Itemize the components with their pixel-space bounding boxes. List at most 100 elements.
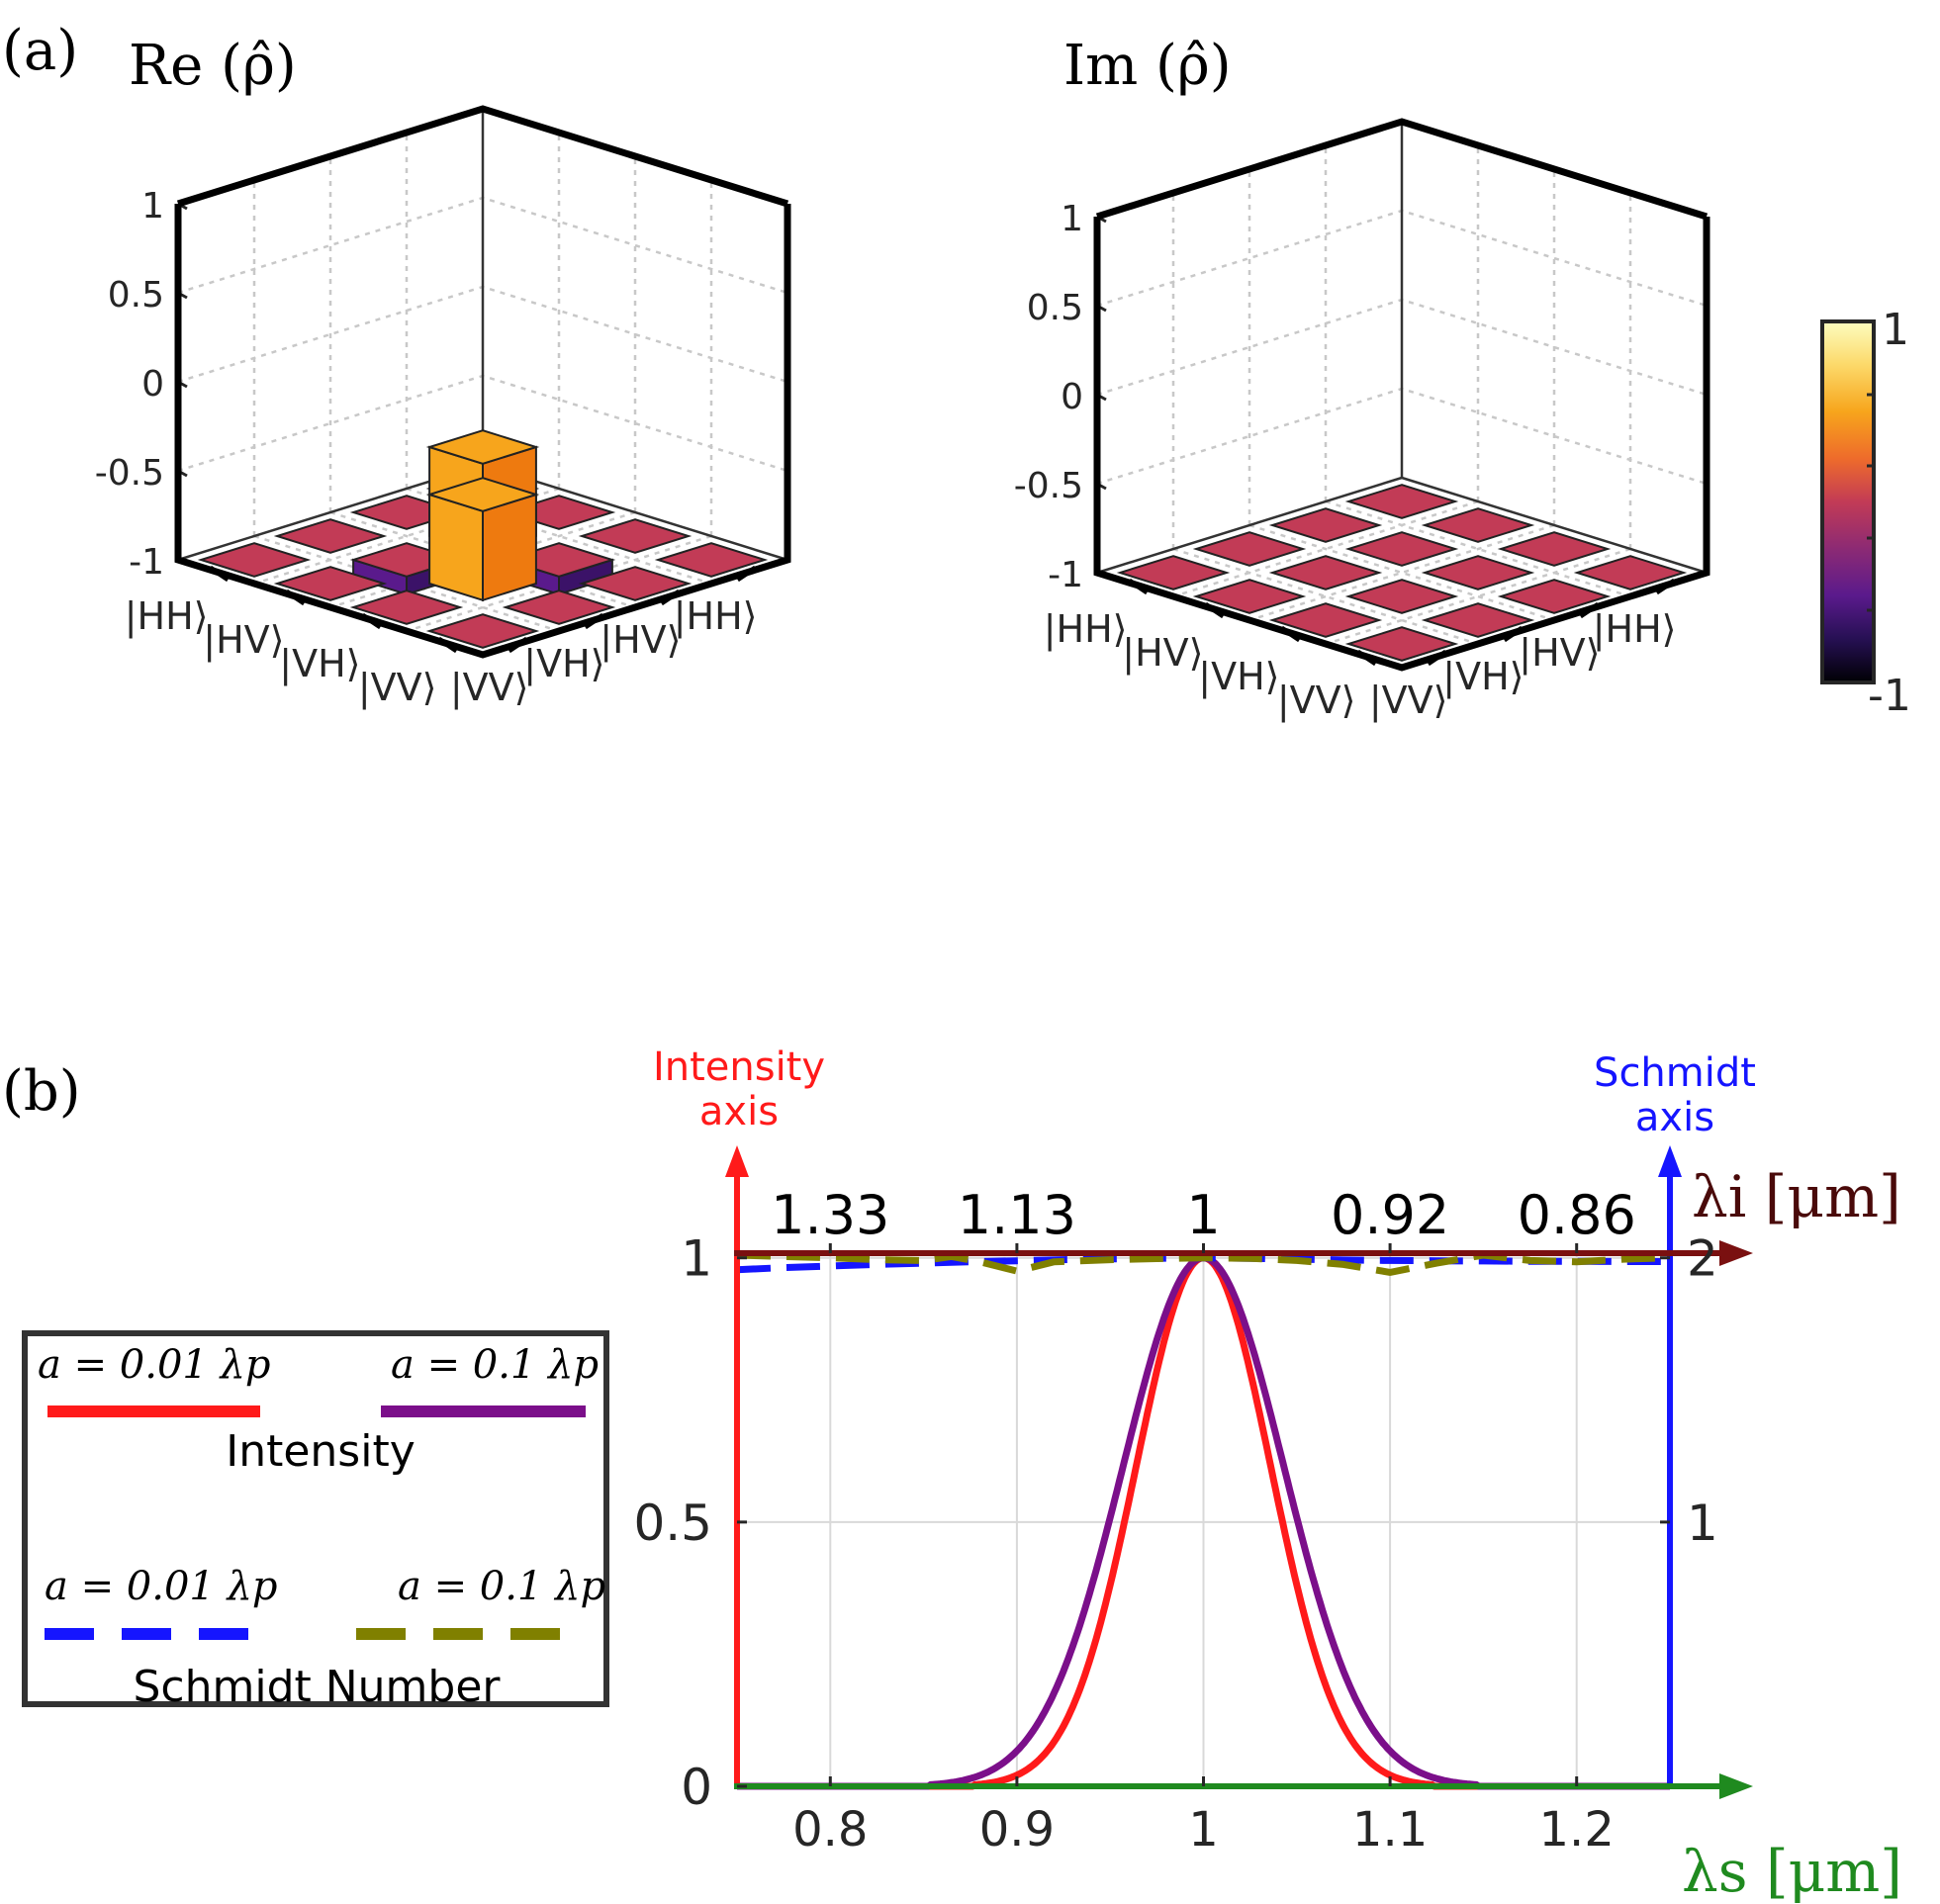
bar-cell [349,589,464,625]
bar-tile [578,518,693,554]
intensity-axis-arrow [725,1145,749,1177]
bar-tile [578,566,693,601]
z-tick-label: 0 [1061,377,1083,417]
grid-line [406,487,712,586]
legend: a = 0.01 λp a = 0.1 λp Intensity a = 0.0… [22,1330,609,1712]
schmidt-axis-title-line1: Schmidt [1594,1050,1756,1096]
basis-label-right: |VV⟩ [1369,679,1448,723]
bar-tile [273,566,388,601]
bar-tile [502,589,616,625]
bar-cell [273,566,388,601]
bar-face-left [428,493,484,602]
basis-label-right: |HV⟩ [1519,631,1600,676]
bar-face-top [425,477,540,512]
basis-tick-right [508,636,528,654]
bar-cell [1116,555,1231,590]
lambda-s-axis-title: λs [μm] [1682,1838,1902,1904]
line-chart-axes [725,1145,1753,1799]
bar-cell [1344,484,1459,519]
basis-label-right: |HH⟩ [1593,607,1677,652]
basis-label-right: |VH⟩ [523,642,604,686]
basis-tick-right [1579,601,1600,619]
bar-cell [1497,579,1612,614]
basis-tick-left [285,589,306,606]
bar-tile [1268,602,1383,638]
z-tick-label: 0 [141,364,164,405]
bar-tile [273,518,388,554]
bar-tile [1497,531,1612,567]
bar-tile [1192,531,1307,567]
lambda-i-axis-title: λi [μm] [1692,1163,1901,1230]
grid-line [253,487,560,586]
basis-tick-left [437,636,458,654]
basis-tick-right [1503,625,1524,643]
basis-tick-right [660,589,681,606]
bar-cell [1421,555,1535,590]
bar-tile [1344,626,1459,662]
basis-label-left: |VV⟩ [1277,679,1356,723]
basis-label-right: |VH⟩ [1442,655,1524,699]
legend-box [22,1330,609,1707]
box-top-edge [176,105,789,208]
x2-tick-label: 1.13 [958,1184,1076,1246]
bar-tile [349,589,464,625]
colorbar-max-label: 1 [1882,305,1909,355]
basis-tick-left [1280,625,1301,643]
bar-tile [1497,579,1612,614]
bar-cell [578,566,693,601]
legend-title-intensity: Intensity [226,1426,416,1477]
basis-label-left: |HV⟩ [203,618,284,663]
intensity-axis-title-line1: Intensity [653,1044,825,1090]
grid-line [253,534,560,633]
legend-label-schmidt-001: a = 0.01 λp [45,1564,278,1609]
basis-label-left: |HH⟩ [125,594,209,639]
bar-cell [1268,555,1383,590]
bar-tile [1116,555,1231,590]
lambda-i-axis-arrow [1719,1240,1753,1266]
bar-tile [1573,555,1688,590]
bar-tile [1421,555,1535,590]
bar-cell [1344,579,1459,614]
basis-label-left: |HH⟩ [1044,607,1128,652]
bar-cell [502,589,616,625]
inner-edge [1401,476,1708,575]
z-tick-label: 1 [1061,199,1083,239]
basis-tick-right [584,612,604,630]
schmidt-axis-title-line2: axis [1635,1095,1714,1140]
basis-label-left: |HV⟩ [1122,631,1203,676]
bar-tile [425,613,540,649]
z-tick-label: -1 [1048,555,1083,595]
bar-cell [1344,531,1459,567]
grid-line [329,510,636,609]
legend-label-schmidt-01: a = 0.1 λp [398,1564,605,1609]
bar-cell [654,542,769,578]
bar-face-top [425,429,540,465]
line-chart: 0.8 0.9 1 1.1 1.2 1.33 1.13 1 0.92 0.86 0 0.5 1 1 2 In… [633,1044,1901,1904]
bar-cell [1268,602,1383,638]
panel-a-label: (a) [2,19,78,83]
z-tick-label: -0.5 [95,453,164,494]
basis-label-left: |VV⟩ [358,666,437,710]
x2-tick-label: 0.86 [1518,1184,1636,1246]
y-tick-label: 0.5 [633,1495,712,1552]
bar3d-imaginary-part: Im (ρ̂)-1-0.500.51|HH⟩|HV⟩|VH⟩|VV⟩|HH⟩|H… [1014,34,1710,723]
x2-tick-label: 1.33 [771,1184,889,1246]
x-tick-label: 0.9 [979,1802,1055,1858]
basis-tick-right [1427,649,1447,667]
z-tick-label: 0.5 [108,275,164,316]
basis-tick-left [209,565,230,583]
legend-title-schmidt: Schmidt Number [133,1662,501,1712]
basis-tick-left [361,612,382,630]
box-front-edge [174,204,791,659]
bar-cell [1192,531,1307,567]
y-tick-label: 1 [681,1230,712,1288]
grid-line [406,534,712,633]
colorbar-gradient [1820,319,1876,684]
bar-cell [1192,579,1307,614]
legend-label-intensity-001: a = 0.01 λp [38,1342,271,1388]
z-tick-label: -0.5 [1014,466,1083,506]
bar3d-title: Re (ρ̂) [129,34,297,98]
basis-tick-left [1204,601,1225,619]
schmidt-axis-arrow [1658,1145,1682,1177]
